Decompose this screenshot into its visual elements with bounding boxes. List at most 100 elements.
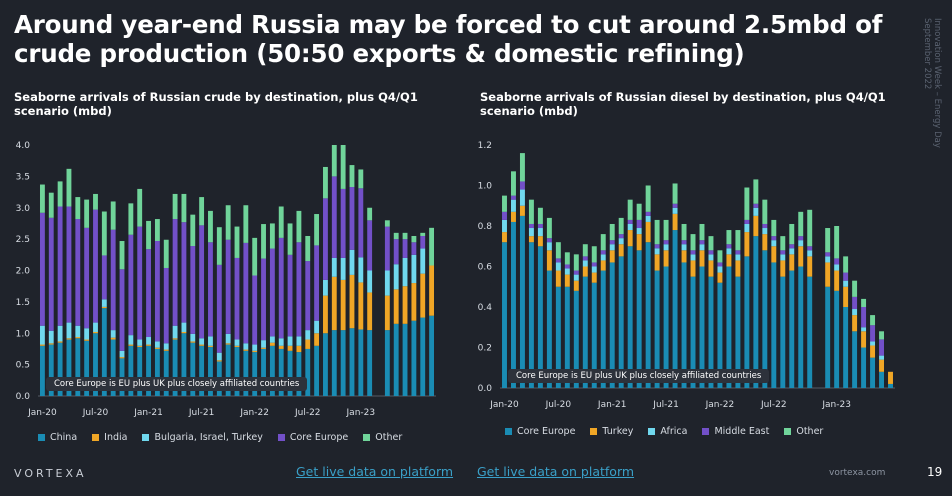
diesel-bar-segment-middle-east [645, 211, 651, 216]
diesel-bar-segment-turkey [537, 236, 543, 247]
crude-bar-segment-other [216, 227, 222, 265]
crude-bar-segment-core-europe [358, 188, 364, 258]
diesel-bar-segment-africa [636, 228, 642, 235]
crude-bar-segment-bulgaria-israel-turkey [75, 325, 81, 338]
page-title: Around year-end Russia may be forced to … [14, 10, 883, 68]
crude-bar-segment-china [402, 323, 408, 396]
crude-bar-segment-bulgaria-israel-turkey [216, 352, 222, 361]
diesel-bar-segment-africa [511, 199, 516, 212]
diesel-bar-segment-core-europe [753, 236, 759, 389]
crude-bar-segment-bulgaria-israel-turkey [384, 270, 390, 296]
crude-bar-segment-other [393, 232, 399, 240]
crude-bar-segment-bulgaria-israel-turkey [420, 248, 426, 274]
crude-bar-segment-india [128, 344, 134, 346]
diesel-bar-segment-middle-east [681, 240, 687, 245]
crude-bar-segment-other [243, 205, 249, 243]
diesel-bar-segment-turkey [555, 270, 561, 287]
diesel-bar-segment-africa [519, 189, 525, 206]
diesel-bar-segment-middle-east [744, 219, 750, 224]
diesel-bar-segment-other [690, 234, 696, 251]
crude-bar-segment-core-europe [243, 242, 249, 344]
crude-bar-segment-core-europe [48, 217, 54, 331]
diesel-bar-segment-other [852, 280, 858, 297]
diesel-bar-segment-africa [555, 262, 561, 271]
crude-bar-segment-china [296, 352, 302, 396]
diesel-bar-segment-core-europe [852, 331, 858, 388]
diesel-bar-segment-other [582, 244, 588, 257]
diesel-bar-segment-turkey [708, 260, 714, 277]
crude-bar-segment-other [137, 188, 143, 227]
diesel-bar-segment-africa [663, 244, 669, 251]
diesel-bar-segment-core-europe [834, 290, 840, 388]
diesel-bar-segment-other [546, 217, 552, 239]
crude-bar-segment-bulgaria-israel-turkey [39, 325, 45, 345]
diesel-bar-segment-core-europe [681, 262, 687, 388]
crude-bar-segment-india [384, 295, 390, 331]
diesel-bar-segment-other [753, 179, 759, 204]
crude-bar-segment-india [199, 344, 205, 346]
diesel-bar-segment-africa [573, 274, 579, 281]
diesel-bar-segment-core-europe [735, 276, 741, 389]
crude-legend-swatch [92, 434, 100, 441]
diesel-bar-segment-africa [654, 248, 660, 255]
crude-xtick-label: Jul-21 [188, 408, 215, 418]
diesel-bar-segment-turkey [645, 221, 651, 243]
crude-bar-segment-core-europe [278, 237, 284, 339]
crude-bar-segment-core-europe [75, 219, 81, 326]
crude-bar-segment-china [190, 342, 196, 396]
crude-legend-label: China [50, 432, 78, 443]
diesel-bar-segment-core-europe [609, 262, 615, 388]
diesel-legend-label: Other [796, 426, 824, 437]
diesel-legend: Core Europe Turkey Africa Middle East Other [505, 426, 838, 437]
crude-ytick-label: 0.5 [16, 361, 30, 371]
diesel-bar-segment-turkey [546, 250, 552, 271]
crude-bar-segment-china [340, 330, 346, 396]
diesel-legend-swatch [505, 428, 512, 435]
crude-bar-segment-india [84, 339, 90, 341]
diesel-bar-segment-middle-east [753, 203, 759, 208]
diesel-bar-segment-middle-east [600, 250, 606, 255]
crude-legend-item: Core Europe [277, 432, 348, 443]
diesel-bar-segment-other [861, 298, 867, 307]
crude-bar-segment-india [39, 344, 45, 346]
live-data-link-diesel[interactable]: Get live data on platform [477, 464, 635, 479]
diesel-bar-segment-africa [591, 266, 597, 273]
crude-xtick-label: Jan-23 [346, 408, 376, 418]
diesel-bar-segment-core-europe [663, 266, 669, 388]
crude-bar-segment-core-europe [154, 241, 160, 342]
crude-bar-segment-bulgaria-israel-turkey [234, 339, 240, 346]
crude-bar-segment-core-europe [331, 176, 337, 258]
diesel-bar-segment-other [564, 252, 570, 265]
diesel-bar-segment-core-europe [627, 246, 633, 388]
diesel-bar-segment-turkey [888, 371, 893, 384]
crude-bar-segment-bulgaria-israel-turkey [172, 325, 178, 339]
diesel-bar-segment-other [726, 230, 732, 245]
diesel-bar-segment-other [834, 226, 840, 259]
crude-bar-segment-china [181, 333, 187, 396]
crude-bar-segment-bulgaria-israel-turkey [128, 335, 134, 345]
diesel-xtick-label: Jan-20 [489, 400, 519, 410]
crude-bar-segment-india [48, 343, 54, 345]
diesel-bar-segment-turkey [609, 250, 615, 263]
crude-bar-segment-bulgaria-israel-turkey [66, 322, 72, 339]
crude-bar-segment-core-europe [199, 225, 205, 339]
crude-legend-item: India [92, 432, 127, 443]
crude-bar-segment-other [199, 197, 205, 226]
diesel-bar-segment-turkey [807, 256, 813, 277]
live-data-link-crude[interactable]: Get live data on platform [296, 464, 454, 479]
diesel-bar-segment-turkey [789, 254, 795, 271]
crude-bar-segment-bulgaria-israel-turkey [243, 343, 249, 350]
crude-bar-segment-bulgaria-israel-turkey [340, 257, 346, 280]
crude-legend-swatch [363, 434, 371, 441]
diesel-bar-segment-africa [879, 355, 885, 360]
diesel-bar-segment-africa [798, 240, 804, 247]
diesel-bar-segment-turkey [582, 266, 588, 277]
crude-bar-segment-other [314, 214, 320, 246]
crude-legend-swatch [38, 434, 45, 441]
crude-bar-segment-india [349, 274, 355, 329]
crude-bar-segment-other [57, 181, 63, 207]
diesel-bar-segment-middle-east [519, 181, 525, 190]
diesel-bar-segment-africa [528, 228, 534, 237]
crude-bar-segment-core-europe [93, 209, 98, 323]
diesel-bar-segment-africa [609, 244, 615, 251]
